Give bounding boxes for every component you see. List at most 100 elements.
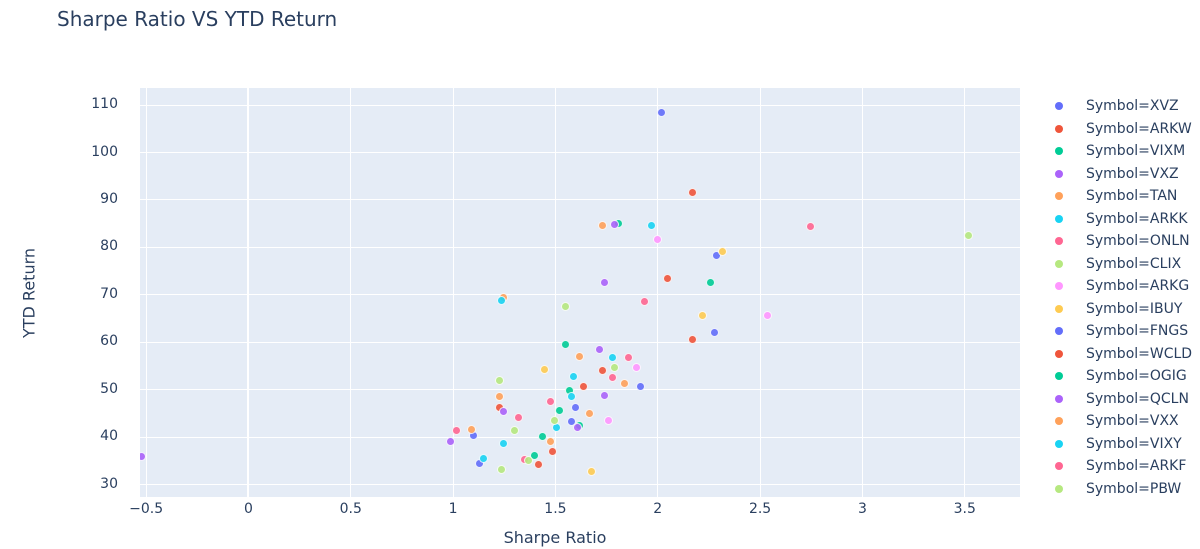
- data-point[interactable]: [687, 187, 697, 197]
- data-point[interactable]: [656, 108, 666, 118]
- legend-item[interactable]: Symbol=VXX: [1052, 410, 1192, 433]
- data-point[interactable]: [529, 450, 539, 460]
- y-tick-label: 80: [100, 238, 118, 255]
- x-gridline: [964, 88, 966, 497]
- data-point[interactable]: [599, 278, 609, 288]
- data-point[interactable]: [636, 382, 646, 392]
- data-point[interactable]: [646, 221, 656, 231]
- data-point[interactable]: [710, 327, 720, 337]
- legend-item[interactable]: Symbol=FNGS: [1052, 320, 1192, 343]
- legend-item[interactable]: Symbol=ARKW: [1052, 118, 1192, 141]
- data-point[interactable]: [705, 277, 715, 287]
- y-tick-label: 30: [100, 475, 118, 492]
- data-point[interactable]: [585, 408, 595, 418]
- legend-item[interactable]: Symbol=VXZ: [1052, 163, 1192, 186]
- legend-label: Symbol=WCLD: [1086, 345, 1193, 362]
- data-point[interactable]: [499, 438, 509, 448]
- data-point[interactable]: [566, 391, 576, 401]
- legend-item[interactable]: Symbol=PBW: [1052, 478, 1192, 501]
- y-tick-label: 110: [91, 96, 118, 113]
- data-point[interactable]: [538, 432, 548, 442]
- data-point[interactable]: [140, 452, 147, 462]
- data-point[interactable]: [546, 437, 556, 447]
- x-gridline: [247, 88, 250, 497]
- legend-item[interactable]: Symbol=ONLN: [1052, 230, 1192, 253]
- data-point[interactable]: [763, 310, 773, 320]
- data-point[interactable]: [718, 247, 728, 257]
- data-point[interactable]: [509, 425, 519, 435]
- data-point[interactable]: [548, 446, 558, 456]
- data-point[interactable]: [478, 454, 488, 464]
- data-point[interactable]: [495, 391, 505, 401]
- data-point[interactable]: [963, 231, 973, 241]
- data-point[interactable]: [595, 344, 605, 354]
- data-point[interactable]: [560, 301, 570, 311]
- x-tick-label: 3: [857, 501, 867, 517]
- data-point[interactable]: [712, 251, 722, 261]
- data-point[interactable]: [560, 340, 570, 350]
- data-point[interactable]: [597, 366, 607, 376]
- data-point[interactable]: [540, 364, 550, 374]
- legend-item[interactable]: Symbol=ARKG: [1052, 275, 1192, 298]
- data-point[interactable]: [513, 413, 523, 423]
- data-point[interactable]: [599, 390, 609, 400]
- data-point[interactable]: [624, 352, 634, 362]
- data-point[interactable]: [609, 362, 619, 372]
- data-point[interactable]: [620, 378, 630, 388]
- data-point[interactable]: [554, 405, 564, 415]
- data-point[interactable]: [495, 375, 505, 385]
- data-point[interactable]: [806, 222, 816, 232]
- data-point[interactable]: [566, 417, 576, 427]
- data-point[interactable]: [572, 423, 582, 433]
- data-point[interactable]: [546, 396, 556, 406]
- data-point[interactable]: [640, 297, 650, 307]
- data-point[interactable]: [568, 372, 578, 382]
- data-point[interactable]: [452, 425, 462, 435]
- data-point[interactable]: [652, 234, 662, 244]
- data-point[interactable]: [570, 402, 580, 412]
- data-point[interactable]: [575, 352, 584, 362]
- legend-item[interactable]: Symbol=OGIG: [1052, 365, 1192, 388]
- legend-marker-icon: [1055, 259, 1063, 268]
- legend-marker-icon: [1055, 417, 1063, 426]
- legend-label: Symbol=VIXM: [1086, 143, 1186, 160]
- data-point[interactable]: [607, 372, 617, 382]
- data-point[interactable]: [579, 381, 589, 391]
- legend-label: Symbol=VXX: [1086, 413, 1179, 430]
- legend-label: Symbol=VXZ: [1086, 165, 1179, 182]
- legend-item[interactable]: Symbol=QCLN: [1052, 388, 1192, 411]
- data-point[interactable]: [697, 311, 707, 321]
- legend-item[interactable]: Symbol=XVZ: [1052, 95, 1192, 118]
- data-point[interactable]: [466, 424, 476, 434]
- data-point[interactable]: [603, 416, 613, 426]
- data-point[interactable]: [499, 406, 509, 416]
- legend-label: Symbol=ARKK: [1086, 210, 1188, 227]
- data-point[interactable]: [534, 459, 544, 469]
- legend-item[interactable]: Symbol=TAN: [1052, 185, 1192, 208]
- legend-item[interactable]: Symbol=IBUY: [1052, 298, 1192, 321]
- legend-marker-icon: [1055, 147, 1063, 156]
- data-point[interactable]: [609, 219, 619, 229]
- legend-item[interactable]: Symbol=VIXM: [1052, 140, 1192, 163]
- data-point[interactable]: [687, 334, 697, 344]
- data-point[interactable]: [663, 274, 672, 284]
- data-point[interactable]: [446, 436, 456, 446]
- x-gridline: [554, 88, 556, 497]
- data-point[interactable]: [587, 467, 597, 477]
- legend-marker-icon: [1055, 192, 1063, 201]
- legend-item[interactable]: Symbol=ARKF: [1052, 455, 1192, 478]
- legend-item[interactable]: Symbol=CLIX: [1052, 253, 1192, 276]
- data-point[interactable]: [550, 416, 560, 426]
- legend-item[interactable]: Symbol=ARKK: [1052, 208, 1192, 231]
- legend-item[interactable]: Symbol=WCLD: [1052, 343, 1192, 366]
- data-point[interactable]: [632, 362, 642, 372]
- legend-item[interactable]: Symbol=VIXY: [1052, 433, 1192, 456]
- plot-area[interactable]: [140, 88, 1020, 497]
- y-tick-label: 50: [100, 380, 118, 397]
- data-point[interactable]: [607, 352, 617, 362]
- data-point[interactable]: [523, 456, 533, 466]
- data-point[interactable]: [597, 220, 607, 230]
- data-point[interactable]: [497, 465, 507, 475]
- legend-label: Symbol=CLIX: [1086, 255, 1182, 272]
- data-point[interactable]: [497, 296, 507, 306]
